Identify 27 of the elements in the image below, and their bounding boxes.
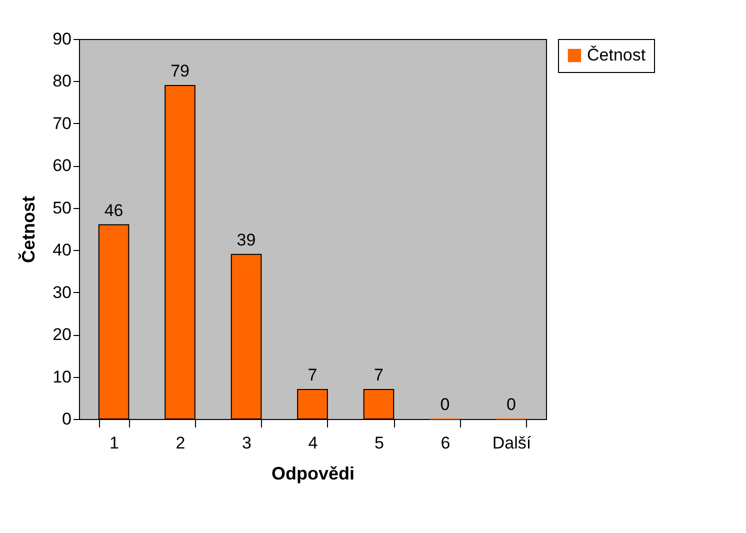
- data-label: 79: [170, 61, 190, 80]
- data-label: 0: [440, 395, 450, 414]
- data-label: 39: [236, 230, 256, 250]
- data-label: 7: [308, 365, 318, 384]
- y-tick-label: 40: [52, 240, 72, 260]
- y-tick-label: 0: [62, 410, 72, 428]
- x-tick-label: 2: [176, 434, 186, 452]
- data-label: 7: [374, 365, 384, 384]
- y-tick-label: 20: [52, 325, 72, 344]
- x-tick-label: 4: [308, 434, 318, 452]
- data-label: 46: [104, 200, 124, 220]
- x-tick-label: 3: [242, 434, 252, 452]
- y-tick-label: 90: [52, 30, 72, 48]
- y-tick-label: 30: [52, 282, 72, 302]
- y-tick-label: 70: [52, 114, 72, 133]
- y-tick-label: 80: [52, 72, 72, 91]
- y-axis-title: Četnost: [18, 196, 39, 263]
- x-tick-label: Další: [492, 434, 532, 452]
- x-tick-label: 1: [110, 434, 120, 452]
- x-tick-label: 6: [440, 434, 450, 452]
- legend-label: Četnost: [587, 46, 646, 64]
- y-tick-label: 50: [52, 198, 72, 218]
- x-tick-label: 5: [374, 434, 384, 452]
- y-tick-label: 60: [52, 156, 72, 176]
- y-tick-label: 10: [52, 367, 72, 386]
- x-axis-title: Odpovědi: [271, 464, 355, 484]
- data-label: 0: [506, 395, 516, 414]
